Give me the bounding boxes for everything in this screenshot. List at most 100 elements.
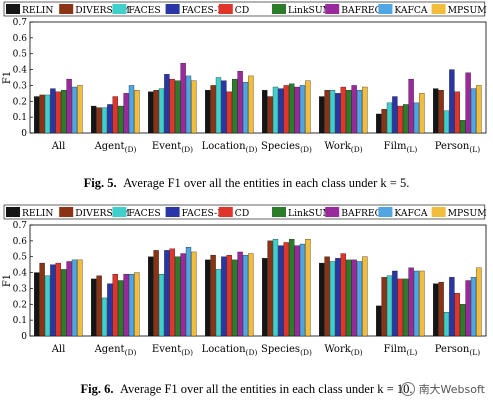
bar — [319, 96, 325, 134]
bar — [242, 82, 249, 134]
bar — [397, 278, 403, 337]
y-axis-label: F1 — [2, 274, 13, 287]
bar — [237, 71, 243, 134]
y-tick-label: 0.3 — [13, 284, 28, 294]
bar — [397, 105, 403, 134]
bar — [289, 83, 295, 134]
bar — [96, 275, 102, 337]
bar — [210, 254, 216, 337]
category-subscript: (D) — [351, 145, 363, 154]
bar — [96, 107, 102, 134]
category-name: Work — [324, 344, 351, 355]
bar — [50, 264, 56, 337]
bar — [71, 259, 78, 337]
bar — [305, 80, 311, 134]
legend-label: DIVERSUM — [75, 208, 130, 219]
legend-swatch — [325, 4, 340, 14]
figure-5-caption: Fig. 5. Average F1 over all the entities… — [0, 176, 493, 191]
bar — [44, 275, 51, 337]
category-subscript: (L) — [406, 348, 417, 357]
bar — [34, 96, 40, 134]
bar — [232, 259, 238, 337]
bar — [376, 305, 382, 337]
bar — [39, 262, 45, 337]
bar — [362, 256, 368, 337]
bar — [335, 93, 341, 134]
x-tick-label: Event(D) — [152, 344, 193, 357]
bar — [101, 297, 108, 337]
category-subscript: (D) — [181, 348, 193, 357]
x-tick-label: Species(D) — [261, 141, 312, 154]
bar — [169, 78, 175, 134]
bar — [158, 88, 165, 134]
legend-label: CD — [235, 208, 249, 219]
legend-label: MPSUM — [448, 5, 487, 16]
bar — [77, 85, 83, 134]
y-tick-label: 0.1 — [13, 316, 27, 326]
bar — [386, 102, 393, 134]
category-name: Film — [384, 344, 407, 355]
bar — [299, 243, 306, 337]
bar — [191, 80, 197, 134]
bar — [55, 262, 61, 337]
bar — [91, 278, 97, 337]
category-name: All — [51, 344, 66, 355]
bar — [164, 74, 170, 134]
bar — [148, 256, 154, 337]
category-name: Species — [261, 141, 300, 152]
bar — [340, 253, 346, 337]
category-subscript: (L) — [469, 145, 480, 154]
x-tick-label: All — [51, 344, 66, 355]
bar — [153, 90, 159, 134]
bar — [175, 256, 181, 337]
bar — [39, 94, 45, 134]
bar — [205, 90, 211, 134]
figure-5-label: Fig. 5. — [83, 176, 117, 190]
bar — [262, 90, 268, 134]
x-tick-label: Film(L) — [384, 141, 418, 154]
legend-label: KAFCA — [394, 208, 428, 219]
legend-swatch — [272, 207, 286, 217]
legend-swatch — [112, 207, 127, 217]
y-tick-label: 0 — [21, 332, 27, 342]
bar — [465, 72, 471, 134]
legend-label: FACES-E — [182, 208, 224, 219]
legend-swatch — [378, 4, 393, 14]
y-tick-label: 0.7 — [13, 18, 28, 28]
y-tick-label: 0.6 — [13, 34, 28, 44]
bar — [470, 88, 477, 134]
bar — [460, 304, 466, 337]
bar — [66, 261, 72, 337]
bar — [175, 80, 181, 134]
bar — [180, 253, 186, 337]
watermark-text: 南大Websoft — [418, 383, 485, 396]
legend-label: RELIN — [22, 208, 53, 219]
bar — [329, 90, 336, 134]
bar — [226, 91, 232, 134]
y-tick-label: 0.6 — [13, 237, 28, 247]
bar — [205, 259, 211, 337]
bar — [362, 86, 368, 134]
legend-swatch — [218, 4, 233, 14]
x-tick-label: All — [51, 141, 66, 152]
category-subscript: (D) — [300, 348, 312, 357]
bar — [413, 102, 420, 134]
bar — [118, 105, 124, 134]
legend-swatch — [59, 207, 74, 217]
bar — [112, 96, 118, 134]
bar — [381, 109, 387, 134]
bar — [465, 280, 471, 337]
bar — [476, 267, 482, 337]
y-axis-label: F1 — [2, 71, 13, 84]
legend-label: FACES-E — [182, 5, 224, 16]
bar — [164, 250, 170, 337]
bar — [107, 104, 113, 134]
bar — [392, 270, 398, 337]
bar — [123, 274, 129, 337]
bar — [449, 69, 455, 134]
bar — [153, 250, 159, 337]
category-subscript: (D) — [125, 145, 137, 154]
